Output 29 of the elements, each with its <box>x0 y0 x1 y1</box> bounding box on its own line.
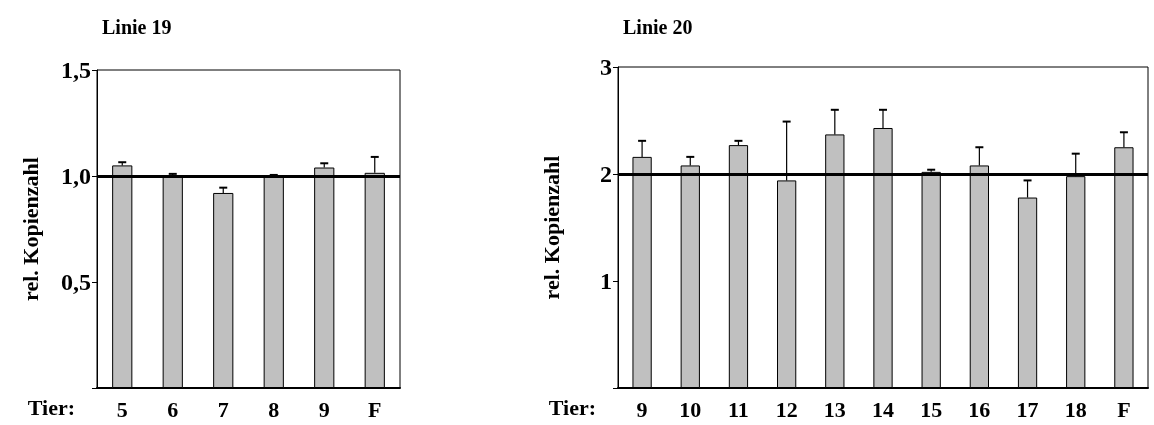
y-tick-label: 0,5 <box>61 269 91 295</box>
x-axis-title: Tier: <box>548 394 596 420</box>
y-axis-title: rel. Kopienzahl <box>538 155 564 300</box>
x-tick-label: 17 <box>1016 396 1039 422</box>
x-tick-label: 9 <box>636 396 648 422</box>
x-tick-label: 18 <box>1064 396 1087 422</box>
x-tick-label: 5 <box>116 396 128 422</box>
x-tick-label: 12 <box>775 396 798 422</box>
y-tick-label: 3 <box>600 54 612 80</box>
x-tick-label: 14 <box>872 396 894 422</box>
y-tick-label: 2 <box>600 161 612 187</box>
x-tick-label: F <box>368 396 382 422</box>
x-tick-label: 7 <box>217 396 229 422</box>
chart-title: Linie 19 <box>102 16 172 38</box>
x-tick-label: F <box>1117 396 1131 422</box>
x-tick-label: 13 <box>823 396 846 422</box>
y-axis-title: rel. Kopienzahl <box>17 157 43 301</box>
y-tick-label: 1,5 <box>61 57 91 83</box>
x-tick-label: 11 <box>728 396 749 422</box>
y-tick-label: 1 <box>600 268 612 294</box>
y-tick-label: 1,0 <box>61 163 91 189</box>
chart-title: Linie 20 <box>623 16 693 38</box>
x-tick-label: 8 <box>268 396 280 422</box>
x-tick-label: 6 <box>167 396 179 422</box>
x-tick-label: 9 <box>318 396 330 422</box>
x-tick-label: 16 <box>968 396 991 422</box>
x-axis-title: Tier: <box>27 394 75 420</box>
x-tick-label: 10 <box>679 396 702 422</box>
x-tick-label: 15 <box>920 396 943 422</box>
